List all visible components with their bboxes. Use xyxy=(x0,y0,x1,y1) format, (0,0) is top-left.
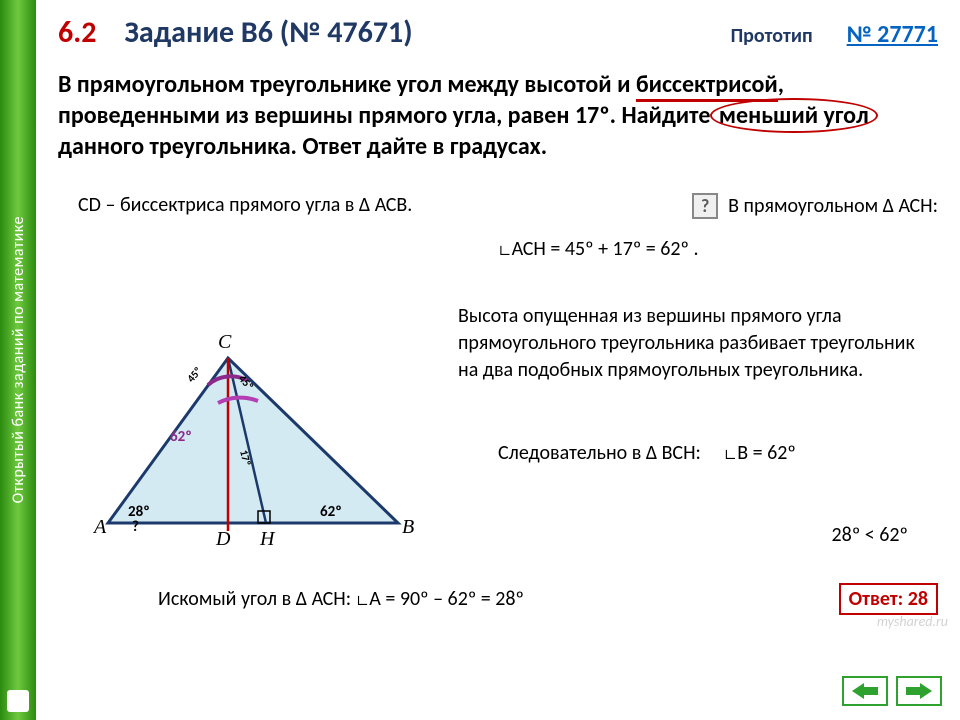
sidebar-corner-logo xyxy=(7,690,29,712)
angle-comparison: 28º < 62º xyxy=(832,523,908,547)
arrow-right-icon xyxy=(906,683,932,699)
nav-arrows xyxy=(842,676,942,706)
final-equation: Искомый угол в Δ АСН: ∟А = 90º – 62º = 2… xyxy=(158,587,524,611)
problem-pre: В прямоугольном треугольнике угол между … xyxy=(58,70,636,99)
cons-prefix: Следовательно в Δ ВСН: xyxy=(498,441,701,465)
underline-bissectrisa: биссектрисой xyxy=(636,69,778,100)
next-button[interactable] xyxy=(896,676,942,706)
problem-post: данного треугольника. Ответ дайте в град… xyxy=(58,132,547,161)
triangle-figure: A C B D H 45º 45º 17º 62º 28º ? 62º xyxy=(88,323,428,563)
prototype-link[interactable]: № 27771 xyxy=(847,20,938,49)
fig-question-mark: ? xyxy=(132,518,139,536)
svg-text:H: H xyxy=(259,528,276,550)
ach-group: ? В прямоугольном Δ АСН: xyxy=(692,193,938,219)
prev-button[interactable] xyxy=(842,676,888,706)
problem-text: В прямоугольном треугольнике угол между … xyxy=(58,69,938,163)
fig-angle-62b: 62º xyxy=(320,503,342,521)
slide-content: 6.2 Задание В6 (№ 47671) Прототип № 2777… xyxy=(36,0,960,720)
svg-text:D: D xyxy=(215,528,231,550)
sidebar: Открытый банк заданий по математике xyxy=(0,0,36,720)
sidebar-label: Открытый банк заданий по математике xyxy=(9,216,28,503)
row-cd-and-ach: СD – биссектриса прямого угла в Δ АСВ. ?… xyxy=(58,193,938,219)
calculation-area: СD – биссектриса прямого угла в Δ АСВ. ?… xyxy=(58,193,938,261)
final-row: Искомый угол в Δ АСН: ∟А = 90º – 62º = 2… xyxy=(158,583,938,615)
answer-box: Ответ: 28 xyxy=(839,583,938,615)
cd-bisector-text: СD – биссектриса прямого угла в Δ АСВ. xyxy=(58,193,412,219)
cons-value: ∟В = 62º xyxy=(724,441,796,465)
consequence-line: Следовательно в Δ ВСН: ∟В = 62º xyxy=(498,441,796,465)
svg-text:45º: 45º xyxy=(184,364,204,385)
help-icon[interactable]: ? xyxy=(692,193,718,219)
svg-text:B: B xyxy=(402,516,414,538)
arrow-left-icon xyxy=(852,683,878,699)
height-paragraph: Высота опущенная из вершины прямого угла… xyxy=(458,303,938,384)
title-row: 6.2 Задание В6 (№ 47671) Прототип № 2777… xyxy=(58,14,938,51)
ach-label: В прямоугольном Δ АСН: xyxy=(728,194,938,218)
fig-angle-62c: 62º xyxy=(170,428,192,446)
equation-ach: ∟АСН = 45º + 17º = 62º . xyxy=(498,237,938,261)
task-title: Задание В6 (№ 47671) xyxy=(124,14,412,51)
svg-text:C: C xyxy=(218,331,232,353)
circled-phrase: меньший угол xyxy=(716,100,872,131)
svg-text:A: A xyxy=(92,516,107,538)
watermark: myshared.ru xyxy=(877,613,948,630)
prototype-label: Прототип xyxy=(731,24,813,48)
section-number: 6.2 xyxy=(58,14,96,51)
